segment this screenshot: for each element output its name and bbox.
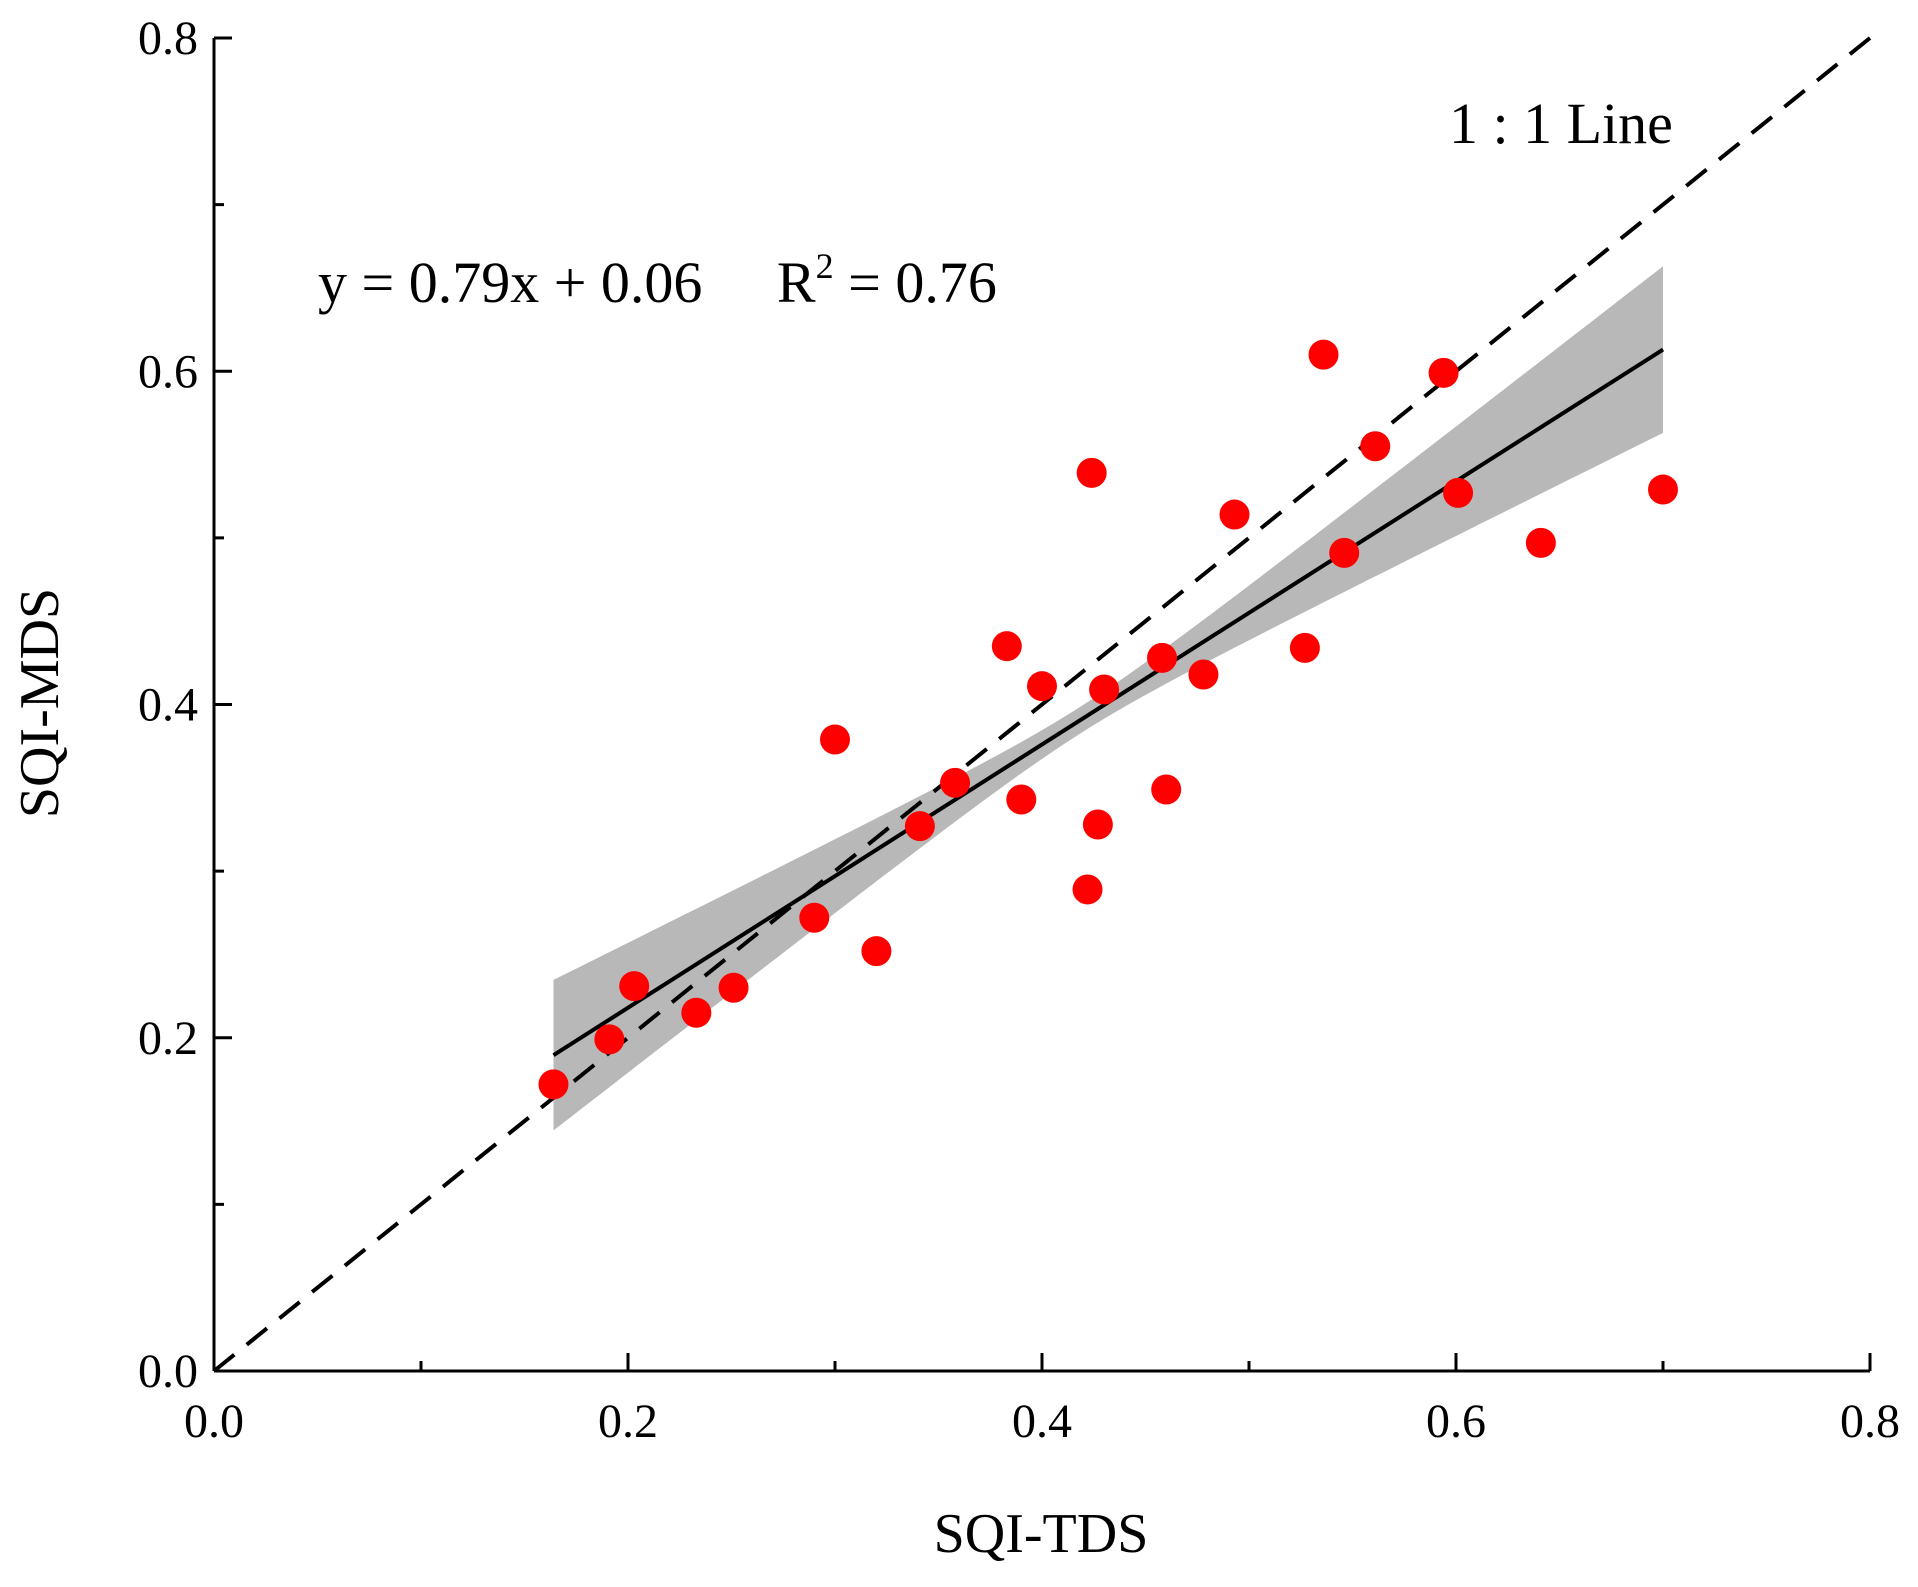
- axis-layer: 0.0 0.2 0.4 0.6 0.8 0.0 0.2 0.4 0.6 0.8: [138, 12, 1900, 1448]
- data-point: [820, 724, 850, 755]
- y-axis-title: SQI-MDS: [9, 588, 71, 818]
- y-tick-label: 0.2: [138, 1012, 198, 1065]
- y-tick-label: 0.8: [138, 12, 198, 65]
- data-point: [1006, 784, 1037, 815]
- data-point: [1072, 874, 1103, 905]
- data-point: [1219, 499, 1250, 530]
- data-point: [904, 811, 935, 842]
- x-tick-label: 0.0: [184, 1395, 244, 1448]
- data-point: [1443, 477, 1474, 508]
- data-point: [861, 936, 892, 967]
- data-point: [1648, 474, 1678, 505]
- y-tick-label: 0.4: [138, 679, 198, 732]
- x-tick-label: 0.6: [1426, 1395, 1486, 1448]
- equation-text: y = 0.79x + 0.06: [318, 250, 702, 315]
- r2-prefix: R: [777, 250, 816, 315]
- x-tick-label: 0.8: [1840, 1395, 1900, 1448]
- data-point: [1308, 339, 1339, 370]
- x-tick-label: 0.2: [598, 1395, 658, 1448]
- data-point: [991, 631, 1022, 662]
- data-point: [1082, 809, 1113, 840]
- y-tick-label: 0.0: [138, 1345, 198, 1398]
- data-point: [799, 902, 830, 933]
- data-point: [940, 767, 971, 798]
- data-point: [718, 972, 749, 1003]
- data-point: [681, 997, 712, 1028]
- one-to-one-line: [212, 36, 1872, 1373]
- r2-superscript: 2: [816, 246, 834, 286]
- x-tick-label: 0.4: [1012, 1395, 1072, 1448]
- line-layer: [212, 36, 1872, 1373]
- data-point: [594, 1024, 625, 1055]
- data-point: [1147, 642, 1178, 673]
- data-point: [1289, 632, 1320, 663]
- data-point: [1151, 774, 1182, 805]
- point-layer: [538, 339, 1678, 1100]
- data-point: [1525, 527, 1556, 558]
- data-point: [1089, 674, 1120, 705]
- x-axis-title: SQI-TDS: [934, 1503, 1149, 1565]
- data-point: [1428, 357, 1459, 388]
- data-point: [619, 971, 650, 1002]
- data-point: [1188, 659, 1219, 690]
- data-point: [1360, 431, 1391, 462]
- r2-value: = 0.76: [834, 250, 997, 315]
- data-point: [1329, 537, 1360, 568]
- data-point: [1076, 457, 1107, 488]
- reference-line-label: 1 : 1 Line: [1449, 91, 1673, 156]
- data-point: [538, 1069, 569, 1100]
- y-tick-label: 0.6: [138, 345, 198, 398]
- regression-equation: y = 0.79x + 0.06 R2 = 0.76: [318, 246, 997, 315]
- data-point: [1027, 671, 1057, 702]
